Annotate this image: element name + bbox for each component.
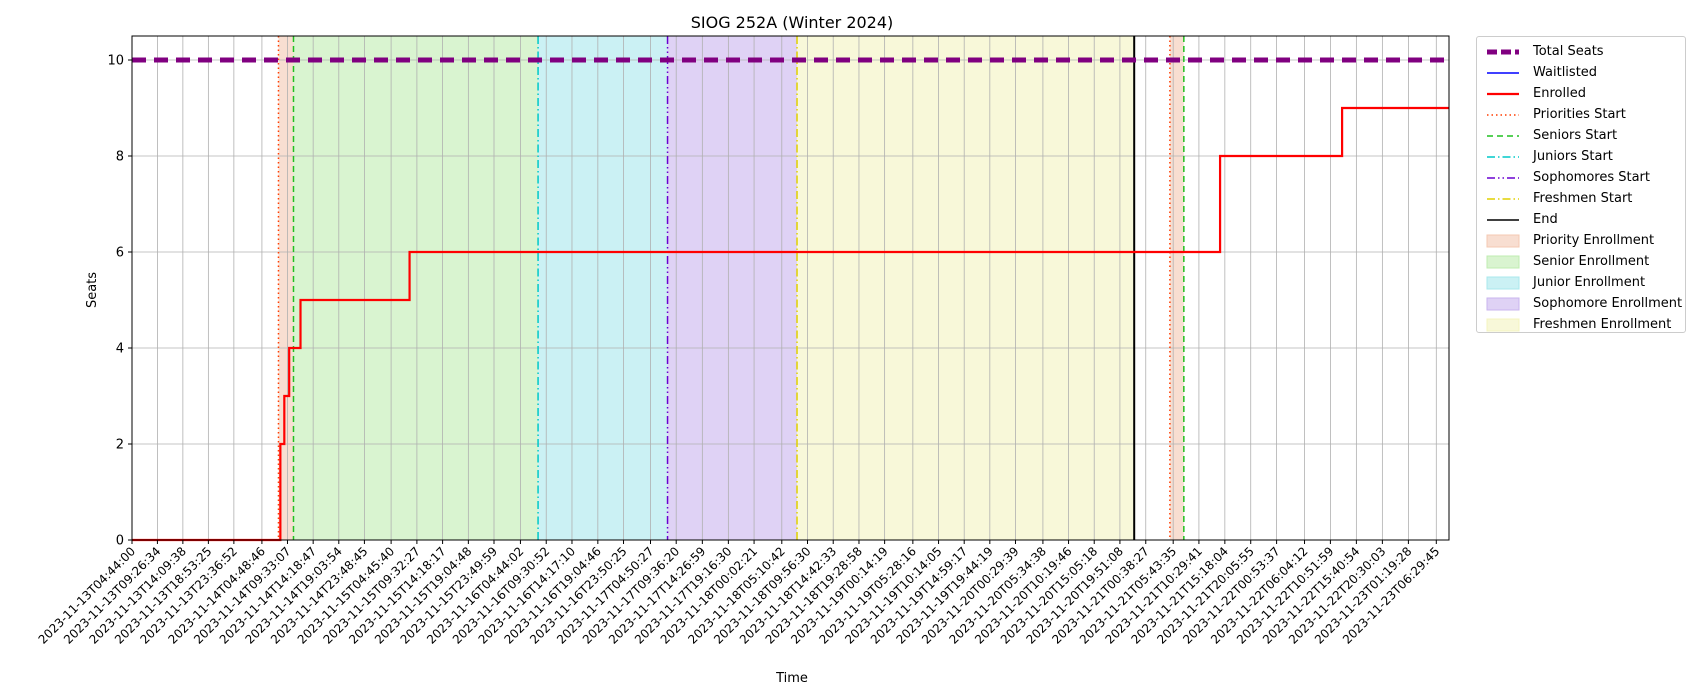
legend-item: Freshmen Enrollment: [1477, 314, 1685, 335]
y-tick-label: 8: [116, 150, 124, 165]
legend-patch: [1486, 255, 1520, 268]
legend-label: Priority Enrollment: [1533, 233, 1655, 248]
legend-swatch: [1486, 318, 1520, 331]
legend-label: Waitlisted: [1533, 65, 1598, 80]
legend-item: Priorities Start: [1477, 104, 1685, 125]
series-lines: [132, 57, 1449, 542]
legend-swatch: [1486, 276, 1520, 289]
legend-item: Senior Enrollment: [1477, 251, 1685, 272]
span-sophomore-enrollment: [667, 36, 798, 540]
legend-swatch: [1487, 155, 1519, 158]
y-tick-label: 10: [107, 54, 124, 69]
legend-item: End: [1477, 209, 1685, 230]
enrollment-spans: [278, 36, 1184, 540]
legend: Total Seats Waitlisted Enrolled Priorities …: [1476, 36, 1686, 333]
legend-swatch: [1486, 234, 1520, 247]
legend-label: Seniors Start: [1533, 128, 1618, 143]
series-enrolled: [132, 106, 1449, 542]
legend-item: Total Seats: [1477, 41, 1685, 62]
span-junior-enrollment: [538, 36, 668, 540]
span-freshmen-enrollment: [797, 36, 1135, 540]
y-tick-label: 4: [116, 342, 124, 357]
legend-item: Juniors Start: [1477, 146, 1685, 167]
legend-swatch: [1486, 297, 1520, 310]
y-tick-label: 6: [116, 246, 124, 261]
span-senior-enrollment: [293, 36, 539, 540]
span-priority-enrollment: [1169, 36, 1184, 540]
legend-patch: [1486, 234, 1520, 247]
legend-item: Junior Enrollment: [1477, 272, 1685, 293]
legend-label: Sophomore Enrollment: [1533, 296, 1683, 311]
legend-label: Total Seats: [1533, 44, 1604, 59]
y-tick-label: 2: [116, 438, 124, 453]
legend-swatch: [1487, 197, 1519, 200]
legend-item: Waitlisted: [1477, 62, 1685, 83]
legend-swatch: [1487, 113, 1519, 116]
legend-swatch: [1487, 176, 1519, 179]
legend-swatch: [1487, 218, 1519, 221]
phase-start-lines: [277, 36, 1185, 540]
legend-label: Priorities Start: [1533, 107, 1626, 122]
legend-swatch: [1487, 49, 1519, 54]
legend-item: Freshmen Start: [1477, 188, 1685, 209]
legend-swatch: [1487, 71, 1519, 74]
x-axis-ticks: 2023-11-13T04:44:002023-11-13T09:26:3420…: [36, 540, 1442, 647]
legend-item: Enrolled: [1477, 83, 1685, 104]
y-axis-ticks: 0 2 4 6 8 10: [107, 54, 132, 549]
legend-item: Sophomores Start: [1477, 167, 1685, 188]
legend-label: Freshmen Start: [1533, 191, 1633, 206]
gridlines: [131, 36, 1449, 541]
legend-label: Juniors Start: [1533, 149, 1613, 164]
y-tick-label: 0: [116, 534, 124, 549]
legend-label: End: [1533, 212, 1558, 227]
legend-label: Senior Enrollment: [1533, 254, 1650, 269]
legend-swatch: [1487, 134, 1519, 137]
y-axis-label: Seats: [85, 272, 100, 308]
legend-swatch: [1487, 92, 1519, 95]
span-priority-enrollment: [278, 36, 294, 540]
legend-item: Sophomore Enrollment: [1477, 293, 1685, 314]
legend-item: Seniors Start: [1477, 125, 1685, 146]
legend-swatch: [1486, 255, 1520, 268]
legend-label: Freshmen Enrollment: [1533, 317, 1672, 332]
chart-title: SIOG 252A (Winter 2024): [691, 13, 894, 32]
plot-frame: [131, 35, 1450, 541]
legend-patch: [1486, 318, 1520, 331]
legend-label: Enrolled: [1533, 86, 1586, 101]
legend-label: Junior Enrollment: [1533, 275, 1646, 290]
x-axis-label: Time: [775, 671, 808, 686]
legend-item: Priority Enrollment: [1477, 230, 1685, 251]
legend-patch: [1486, 276, 1520, 289]
legend-label: Sophomores Start: [1533, 170, 1650, 185]
legend-patch: [1486, 297, 1520, 310]
